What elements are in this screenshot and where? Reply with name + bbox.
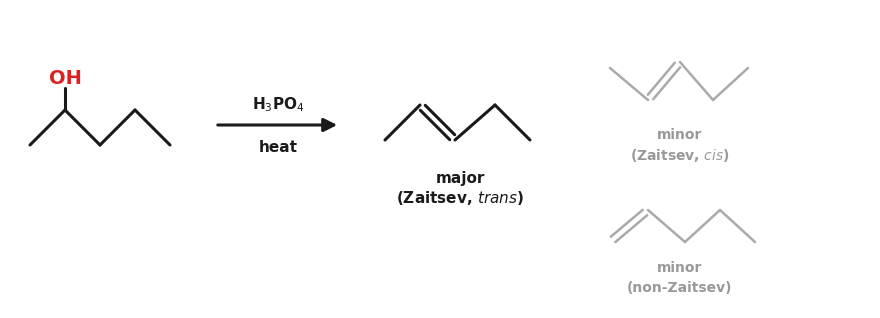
Text: OH: OH xyxy=(48,68,82,87)
Text: (Zaitsev, $\it{trans}$): (Zaitsev, $\it{trans}$) xyxy=(396,189,524,207)
Text: H$_3$PO$_4$: H$_3$PO$_4$ xyxy=(252,96,304,114)
Text: heat: heat xyxy=(259,141,297,156)
Text: (Zaitsev, $\it{cis}$): (Zaitsev, $\it{cis}$) xyxy=(630,147,730,163)
Text: (non-Zaitsev): (non-Zaitsev) xyxy=(627,281,733,295)
Text: minor: minor xyxy=(657,128,703,142)
Text: minor: minor xyxy=(657,261,703,275)
Text: major: major xyxy=(436,170,485,185)
